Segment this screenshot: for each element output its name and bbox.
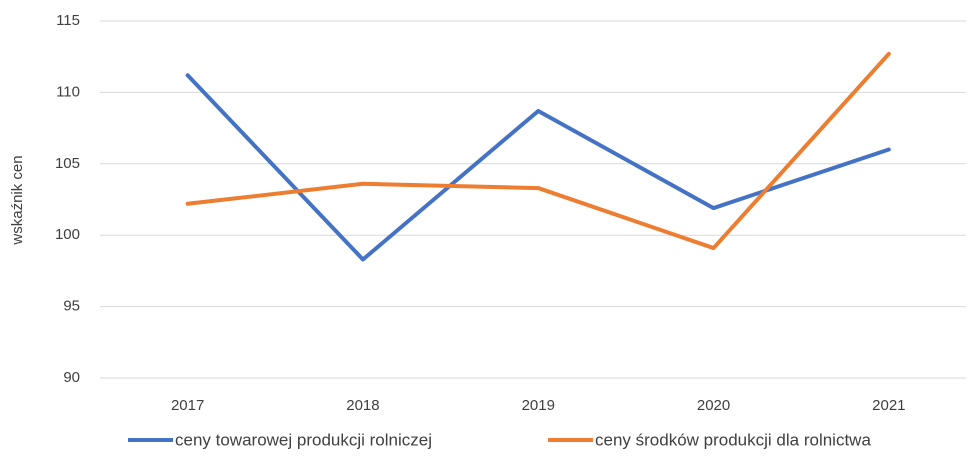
x-tick-label: 2020 xyxy=(697,397,730,414)
series-line xyxy=(185,73,891,262)
y-tick-label: 105 xyxy=(55,155,80,172)
x-tick-label: 2019 xyxy=(522,397,555,414)
legend-label: ceny środków produkcji dla rolnictwa xyxy=(595,430,871,449)
series-line xyxy=(185,51,891,251)
y-tick-label: 100 xyxy=(55,226,80,243)
legend-label: ceny towarowej produkcji rolniczej xyxy=(175,430,432,449)
x-tick-label: 2017 xyxy=(171,397,204,414)
x-tick-label: 2021 xyxy=(872,397,905,414)
y-tick-label: 95 xyxy=(63,298,80,315)
y-tick-label: 110 xyxy=(56,83,80,100)
x-tick-label: 2018 xyxy=(346,397,379,414)
y-axis-label: wskaźnik cen xyxy=(9,155,26,245)
y-tick-label: 115 xyxy=(56,12,80,29)
y-tick-label: 90 xyxy=(63,369,80,386)
